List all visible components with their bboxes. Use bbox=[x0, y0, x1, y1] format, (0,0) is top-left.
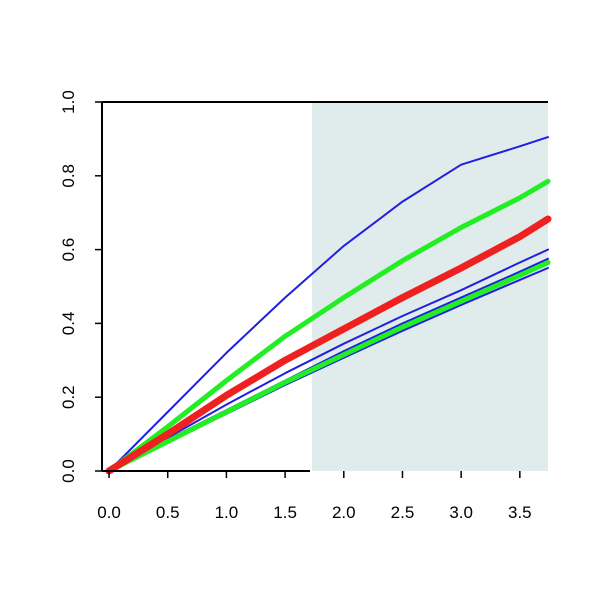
y-axis: 0.0 0.2 0.4 0.6 0.8 1.0 bbox=[59, 90, 102, 483]
axes-layer bbox=[101, 101, 548, 472]
y-tick-label: 0.0 bbox=[59, 459, 78, 483]
series-line-3 bbox=[105, 215, 552, 475]
y-tick-label: 0.8 bbox=[59, 164, 78, 188]
series-layer bbox=[105, 136, 552, 475]
x-tick-label: 3.0 bbox=[449, 503, 473, 522]
y-tick-label: 0.2 bbox=[59, 385, 78, 409]
series-line-6 bbox=[106, 260, 551, 474]
x-tick-label: 2.0 bbox=[332, 503, 356, 522]
y-tick-label: 1.0 bbox=[59, 90, 78, 114]
series-line-2 bbox=[106, 178, 551, 474]
x-tick-label: 2.5 bbox=[391, 503, 415, 522]
x-tick-label: 0.5 bbox=[156, 503, 180, 522]
x-tick-label: 3.5 bbox=[508, 503, 532, 522]
y-tick-label: 0.4 bbox=[59, 312, 78, 336]
x-axis: 0.0 0.5 1.0 1.5 2.0 2.5 3.0 3.5 bbox=[97, 471, 532, 522]
series-line-4 bbox=[108, 248, 549, 472]
x-tick-label: 1.0 bbox=[215, 503, 239, 522]
x-tick-label: 1.5 bbox=[273, 503, 297, 522]
x-tick-label: 0.0 bbox=[97, 503, 121, 522]
series-line-1 bbox=[108, 136, 549, 472]
y-tick-label: 0.6 bbox=[59, 238, 78, 262]
